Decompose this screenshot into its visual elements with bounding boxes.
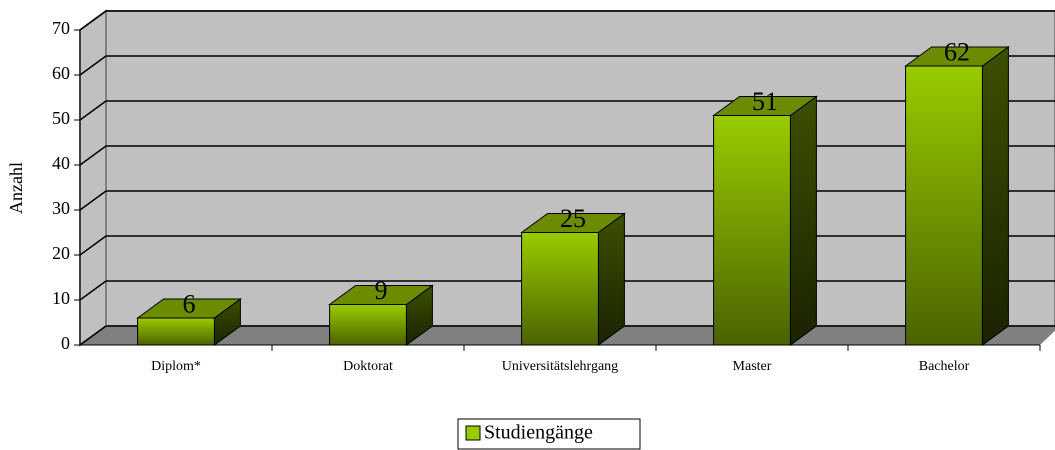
- legend-box: [457, 418, 641, 450]
- x-tick-label: Doktorat: [343, 359, 393, 374]
- grid-line: [79, 280, 107, 301]
- x-tick-label: Universitätslehrgang: [502, 359, 618, 374]
- bar: [905, 65, 983, 346]
- grid-line: [79, 235, 107, 256]
- data-label: 25: [560, 204, 586, 233]
- data-label: 62: [944, 37, 970, 66]
- data-label: 51: [752, 87, 778, 116]
- bar: [329, 304, 407, 346]
- grid-line: [79, 145, 107, 166]
- grid-line: [79, 100, 107, 121]
- side-wall: [79, 9, 107, 347]
- legend-label: Studiengänge: [484, 422, 593, 444]
- grid-line: [79, 325, 107, 346]
- x-tick-label: Bachelor: [919, 359, 970, 374]
- grid-line: [79, 10, 107, 31]
- bar: [521, 232, 599, 346]
- x-tick-label: Diplom*: [151, 359, 201, 374]
- data-label: 6: [183, 289, 196, 318]
- legend-swatch: [465, 425, 481, 441]
- bar-side: [597, 212, 625, 346]
- x-tick-label: Master: [733, 359, 772, 374]
- data-label: 9: [375, 276, 388, 305]
- y-tick-label: 60: [52, 63, 70, 83]
- y-tick-label: 40: [52, 153, 70, 173]
- y-axis-title: Anzahl: [6, 162, 26, 214]
- bar: [137, 317, 215, 346]
- y-tick-label: 0: [61, 333, 70, 353]
- bar-side: [789, 95, 817, 346]
- grid-line: [79, 55, 107, 76]
- bar: [713, 115, 791, 346]
- y-tick-label: 50: [52, 108, 70, 128]
- grid-line: [79, 190, 107, 211]
- y-tick-label: 30: [52, 198, 70, 218]
- bar-side: [981, 46, 1009, 346]
- y-tick-label: 10: [52, 288, 70, 308]
- y-tick-label: 20: [52, 243, 70, 263]
- y-tick-label: 70: [52, 18, 70, 38]
